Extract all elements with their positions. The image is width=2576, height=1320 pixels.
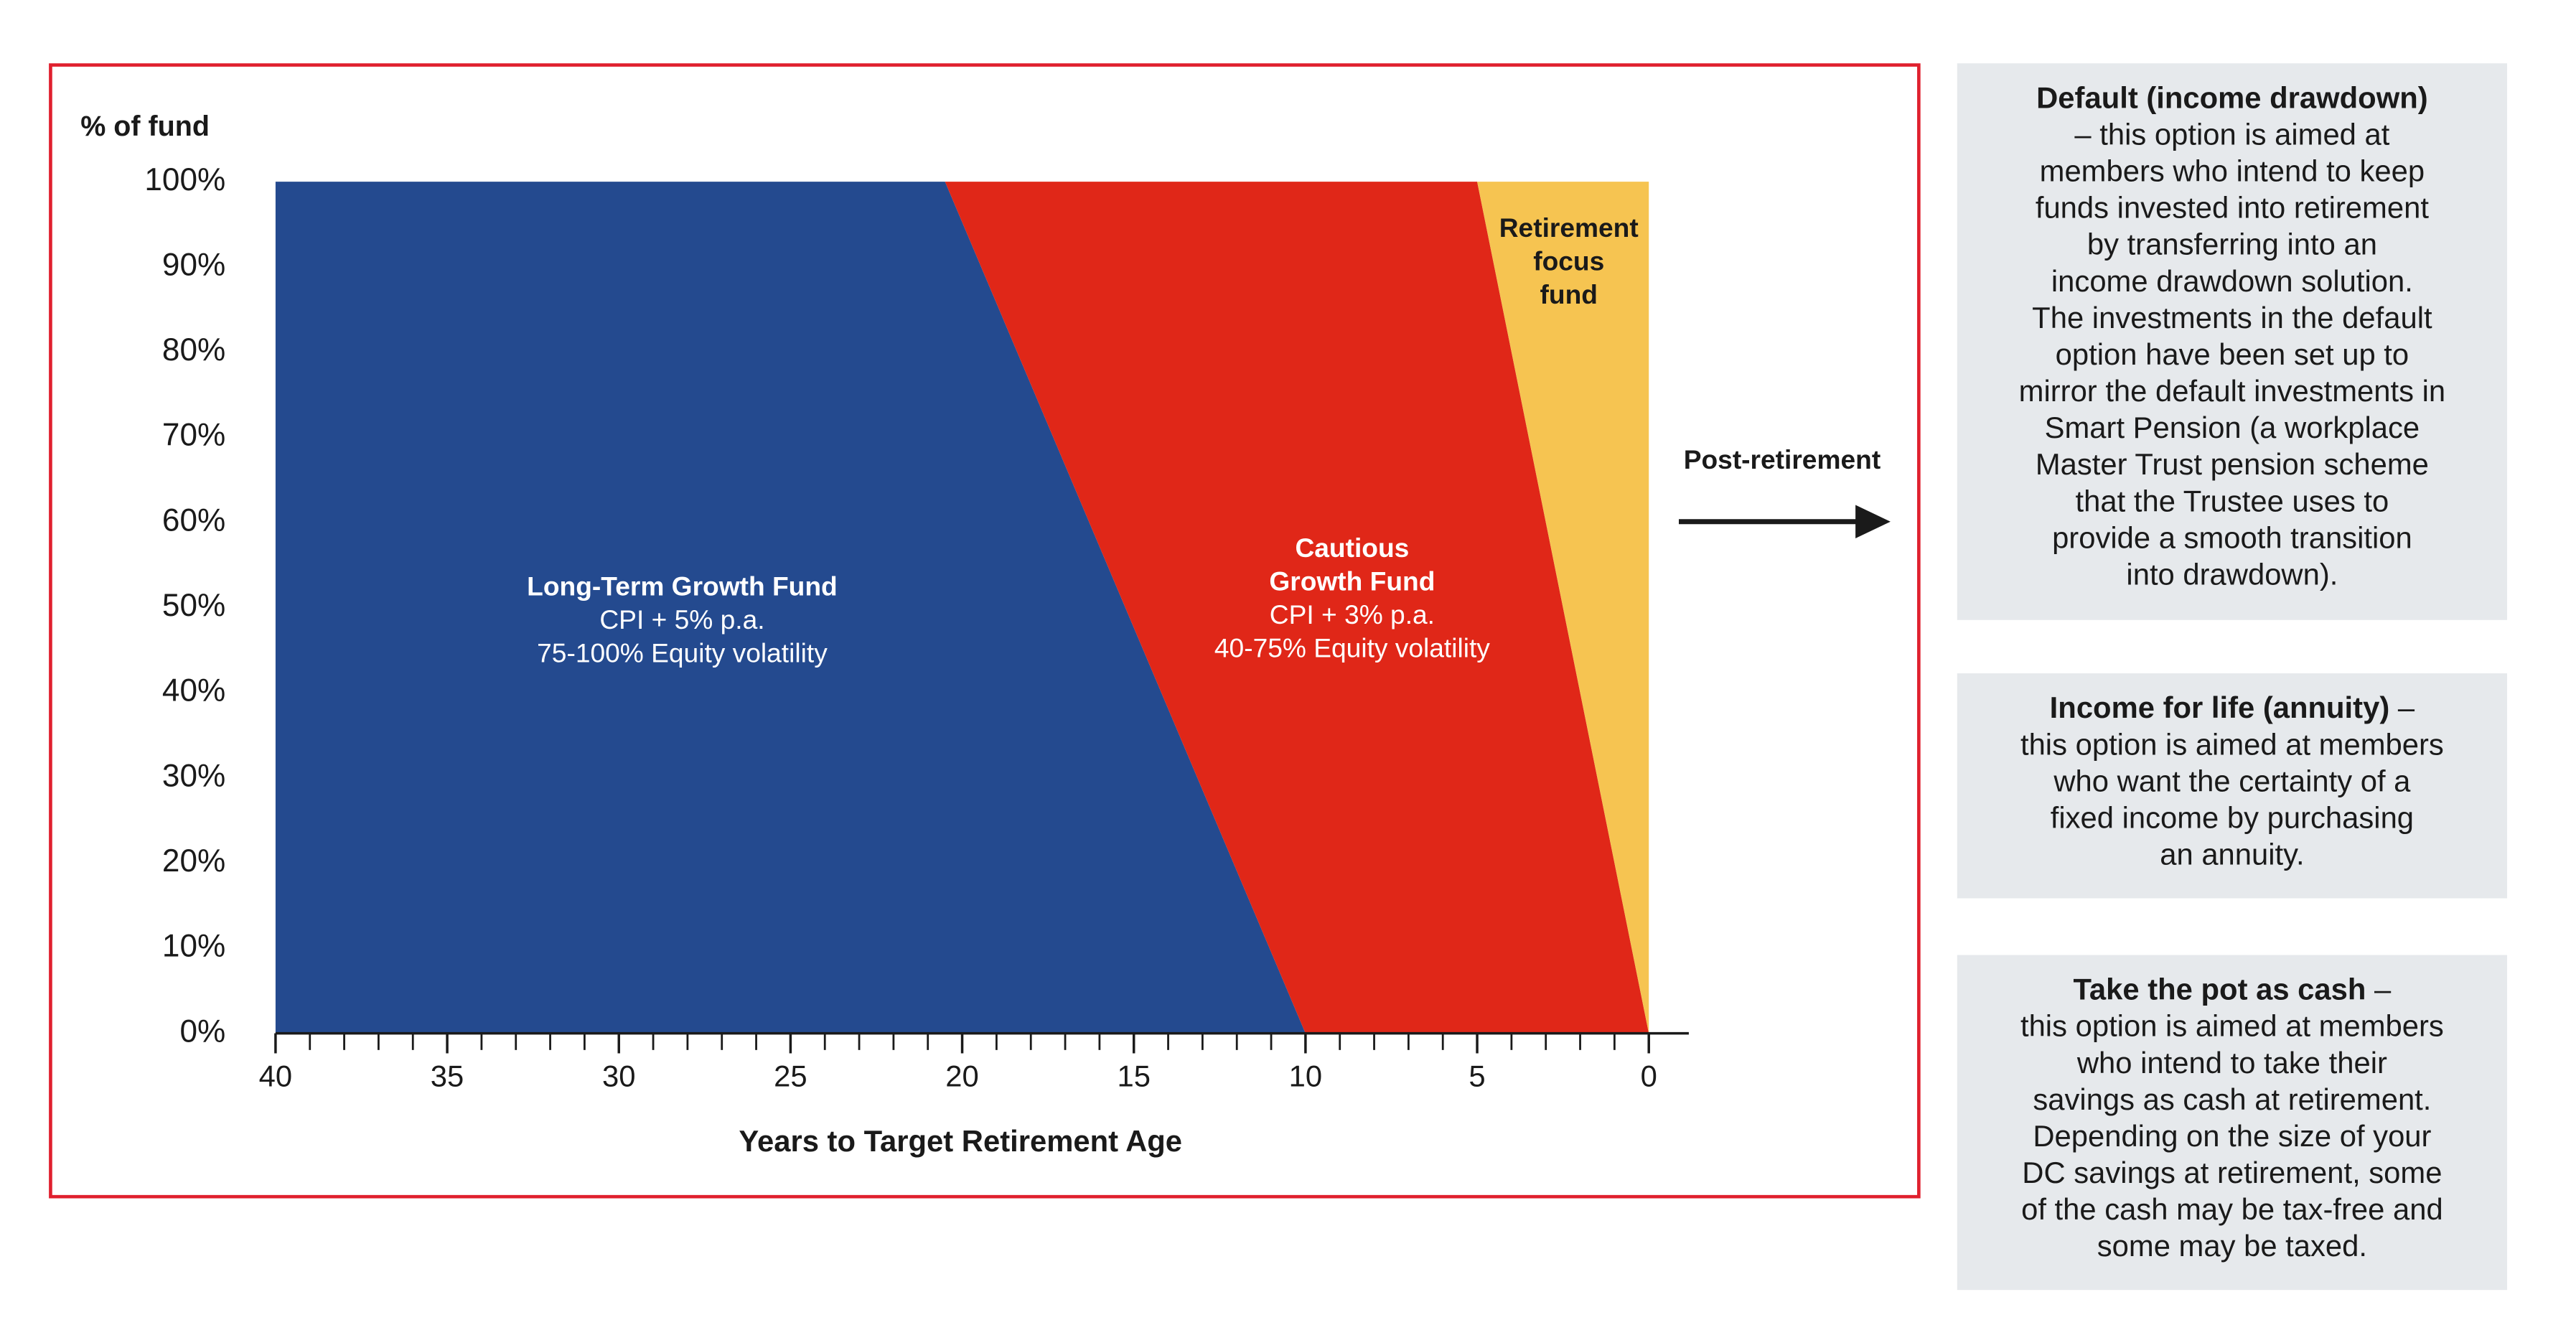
y-tick-label: 80% [162,332,225,368]
note-box [1957,673,2508,899]
note-title-text: Income for life (annuity) [2050,691,2390,724]
note-line: who intend to take their [2076,1046,2387,1080]
chart-frame [49,63,1921,1199]
note-line: some may be taxed. [2097,1229,2367,1263]
area-label-title: focus [1533,246,1604,276]
area-label-title: fund [1540,279,1598,309]
y-tick-label: 0% [179,1014,225,1049]
area-label-detail: 75-100% Equity volatility [537,637,828,668]
note-line: funds invested into retirement [2036,191,2429,225]
note-line: who want the certainty of a [2053,764,2411,797]
area [275,182,1649,1034]
y-tick-label: 90% [162,247,225,282]
x-tick-label: 40 [259,1059,292,1092]
note-line: mirror the default investments in [2019,374,2445,408]
note-line: income drawdown solution. [2051,264,2413,298]
note-box [1957,955,2508,1291]
y-tick-label: 40% [162,673,225,708]
note-title: Take the pot as cash – [2074,973,2392,1006]
note-line: by transferring into an [2087,228,2377,261]
note-title-text: Default (income drawdown) [2036,80,2428,114]
x-axis-title: Years to Target Retirement Age [739,1124,1182,1158]
area-label-title: Cautious [1295,533,1409,563]
note-line: savings as cash at retirement. [2033,1082,2431,1116]
arrow-label: Post-retirement [1684,444,1881,474]
x-tick-label: 10 [1289,1059,1322,1092]
note-line: this option is aimed at members [2020,1009,2444,1043]
y-tick-label: 20% [162,843,225,879]
note-line: provide a smooth transition [2052,520,2412,554]
note-line: Depending on the size of your [2033,1119,2431,1153]
x-tick-label: 25 [774,1059,807,1092]
area-label-title: Retirement [1499,212,1639,243]
note-title-text: Take the pot as cash [2074,973,2366,1006]
note-title-dash: – [2366,973,2392,1006]
note-title: Default (income drawdown) [2036,80,2428,114]
note-line: option have been set up to [2056,337,2409,371]
area-label-detail: CPI + 3% p.a. [1270,599,1435,629]
y-tick-label: 10% [162,929,225,964]
note-line: fixed income by purchasing [2051,800,2414,834]
note-line: this option is aimed at members [2020,727,2444,761]
x-tick-label: 5 [1469,1059,1485,1092]
note-line: Master Trust pension scheme [2036,447,2429,481]
areas [275,182,1649,1034]
y-tick-label: 70% [162,418,225,453]
note-line: The investments in the default [2032,301,2432,334]
y-tick-label: 50% [162,588,225,623]
x-tick-label: 35 [431,1059,464,1092]
x-tick-label: 15 [1117,1059,1150,1092]
note-line: Smart Pension (a workplace [2045,411,2420,444]
note-line: an annuity. [2160,838,2304,871]
note-line: members who intend to keep [2040,154,2425,188]
note-line: – this option is aimed at [2074,117,2389,151]
y-tick-label: 100% [144,162,225,197]
y-tick-label: 30% [162,758,225,793]
area [275,182,1649,1034]
area-label-detail: CPI + 5% p.a. [599,604,764,635]
note-box [1957,63,2508,620]
x-tick-label: 0 [1641,1059,1657,1092]
y-tick-label: 60% [162,502,225,538]
y-axis-title: % of fund [80,111,210,142]
note-title-dash: – [2389,691,2415,724]
x-tick-label: 20 [945,1059,978,1092]
arrow-head [1855,505,1891,538]
area-label-title: Long-Term Growth Fund [527,571,838,601]
note-line: DC savings at retirement, some [2022,1156,2442,1189]
area-label-detail: 40-75% Equity volatility [1214,632,1490,663]
area-label-title: Growth Fund [1269,566,1435,596]
note-line: into drawdown). [2126,557,2338,591]
note-title: Income for life (annuity) – [2050,691,2415,724]
note-line: that the Trustee uses to [2076,484,2389,518]
area [275,182,1649,1034]
x-tick-label: 30 [602,1059,635,1092]
note-line: of the cash may be tax-free and [2021,1192,2443,1226]
